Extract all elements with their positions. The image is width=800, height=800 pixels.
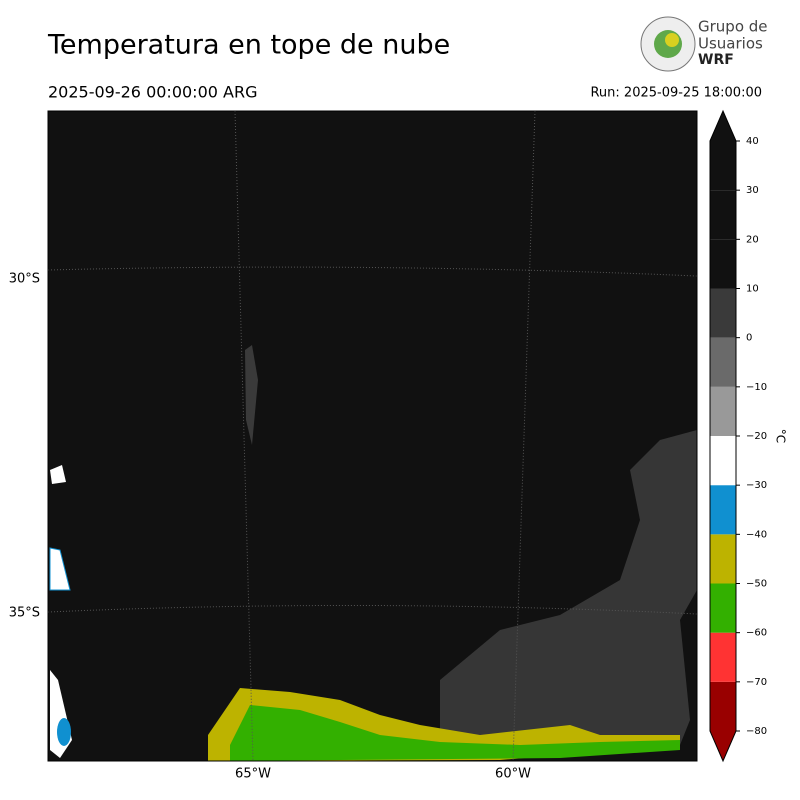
colorbar-tick-label: −70: [746, 677, 767, 688]
valid-time: 2025-09-26 00:00:00 ARG: [48, 83, 257, 102]
colorbar-segment: [710, 239, 736, 289]
lon-label: 65°W: [235, 767, 271, 782]
map-frame: [47, 110, 698, 762]
colorbar-segment: [710, 681, 736, 731]
logo-text: Usuarios: [698, 35, 763, 53]
lat-label: 30°S: [9, 272, 40, 287]
graticule: [512, 110, 536, 762]
graticule: [234, 110, 254, 762]
run-time: Run: 2025-09-25 18:00:00: [590, 86, 762, 101]
colorbar-segment: [710, 534, 736, 584]
cloud-area: [57, 718, 71, 746]
colorbar-segment: [710, 386, 736, 436]
colorbar-segment: [710, 337, 736, 387]
cloud-area: [50, 465, 66, 484]
lat-label: 35°S: [9, 606, 40, 621]
colorbar-tick-label: −40: [746, 529, 767, 540]
colorbar-tick-label: 30: [746, 185, 759, 196]
colorbar-segment: [710, 632, 736, 682]
colorbar-tick-label: 0: [746, 333, 752, 344]
colorbar-tick-label: −50: [746, 579, 767, 590]
colorbar-tick-label: −60: [746, 628, 767, 639]
colorbar-tick-label: 10: [746, 284, 759, 295]
cloud-area: [440, 430, 697, 745]
colorbar-segment: [710, 436, 736, 486]
colorbar-tick-label: 20: [746, 234, 759, 245]
cloud-area: [245, 345, 258, 445]
logo: Grupo de Usuarios WRF: [640, 16, 768, 72]
colorbar-tick-label: −10: [746, 382, 767, 393]
logo-text: WRF: [698, 52, 734, 68]
colorbar-tick-label: 40: [746, 136, 759, 147]
colorbar-extend: [710, 731, 736, 761]
colorbar-tick-label: −20: [746, 431, 767, 442]
colorbar-segment: [710, 583, 736, 633]
map: 30°S 35°S 65°W 60°W: [9, 110, 698, 782]
colorbar-segment: [710, 190, 736, 240]
colorbar-label: °C: [774, 429, 788, 443]
cloud-area: [49, 547, 71, 591]
cloud-area: [230, 705, 680, 761]
title: Temperatura en tope de nube: [47, 30, 450, 61]
colorbar-segment: [710, 485, 736, 535]
colorbar-segment: [710, 288, 736, 338]
colorbar-segment: [710, 141, 736, 191]
lon-label: 60°W: [495, 767, 531, 782]
colorbar-extend: [710, 111, 736, 141]
colorbar-tick-label: −80: [746, 726, 767, 737]
logo-map-core: [665, 33, 679, 47]
colorbar-tick-label: −30: [746, 480, 767, 491]
logo-text: Grupo de: [698, 18, 768, 36]
